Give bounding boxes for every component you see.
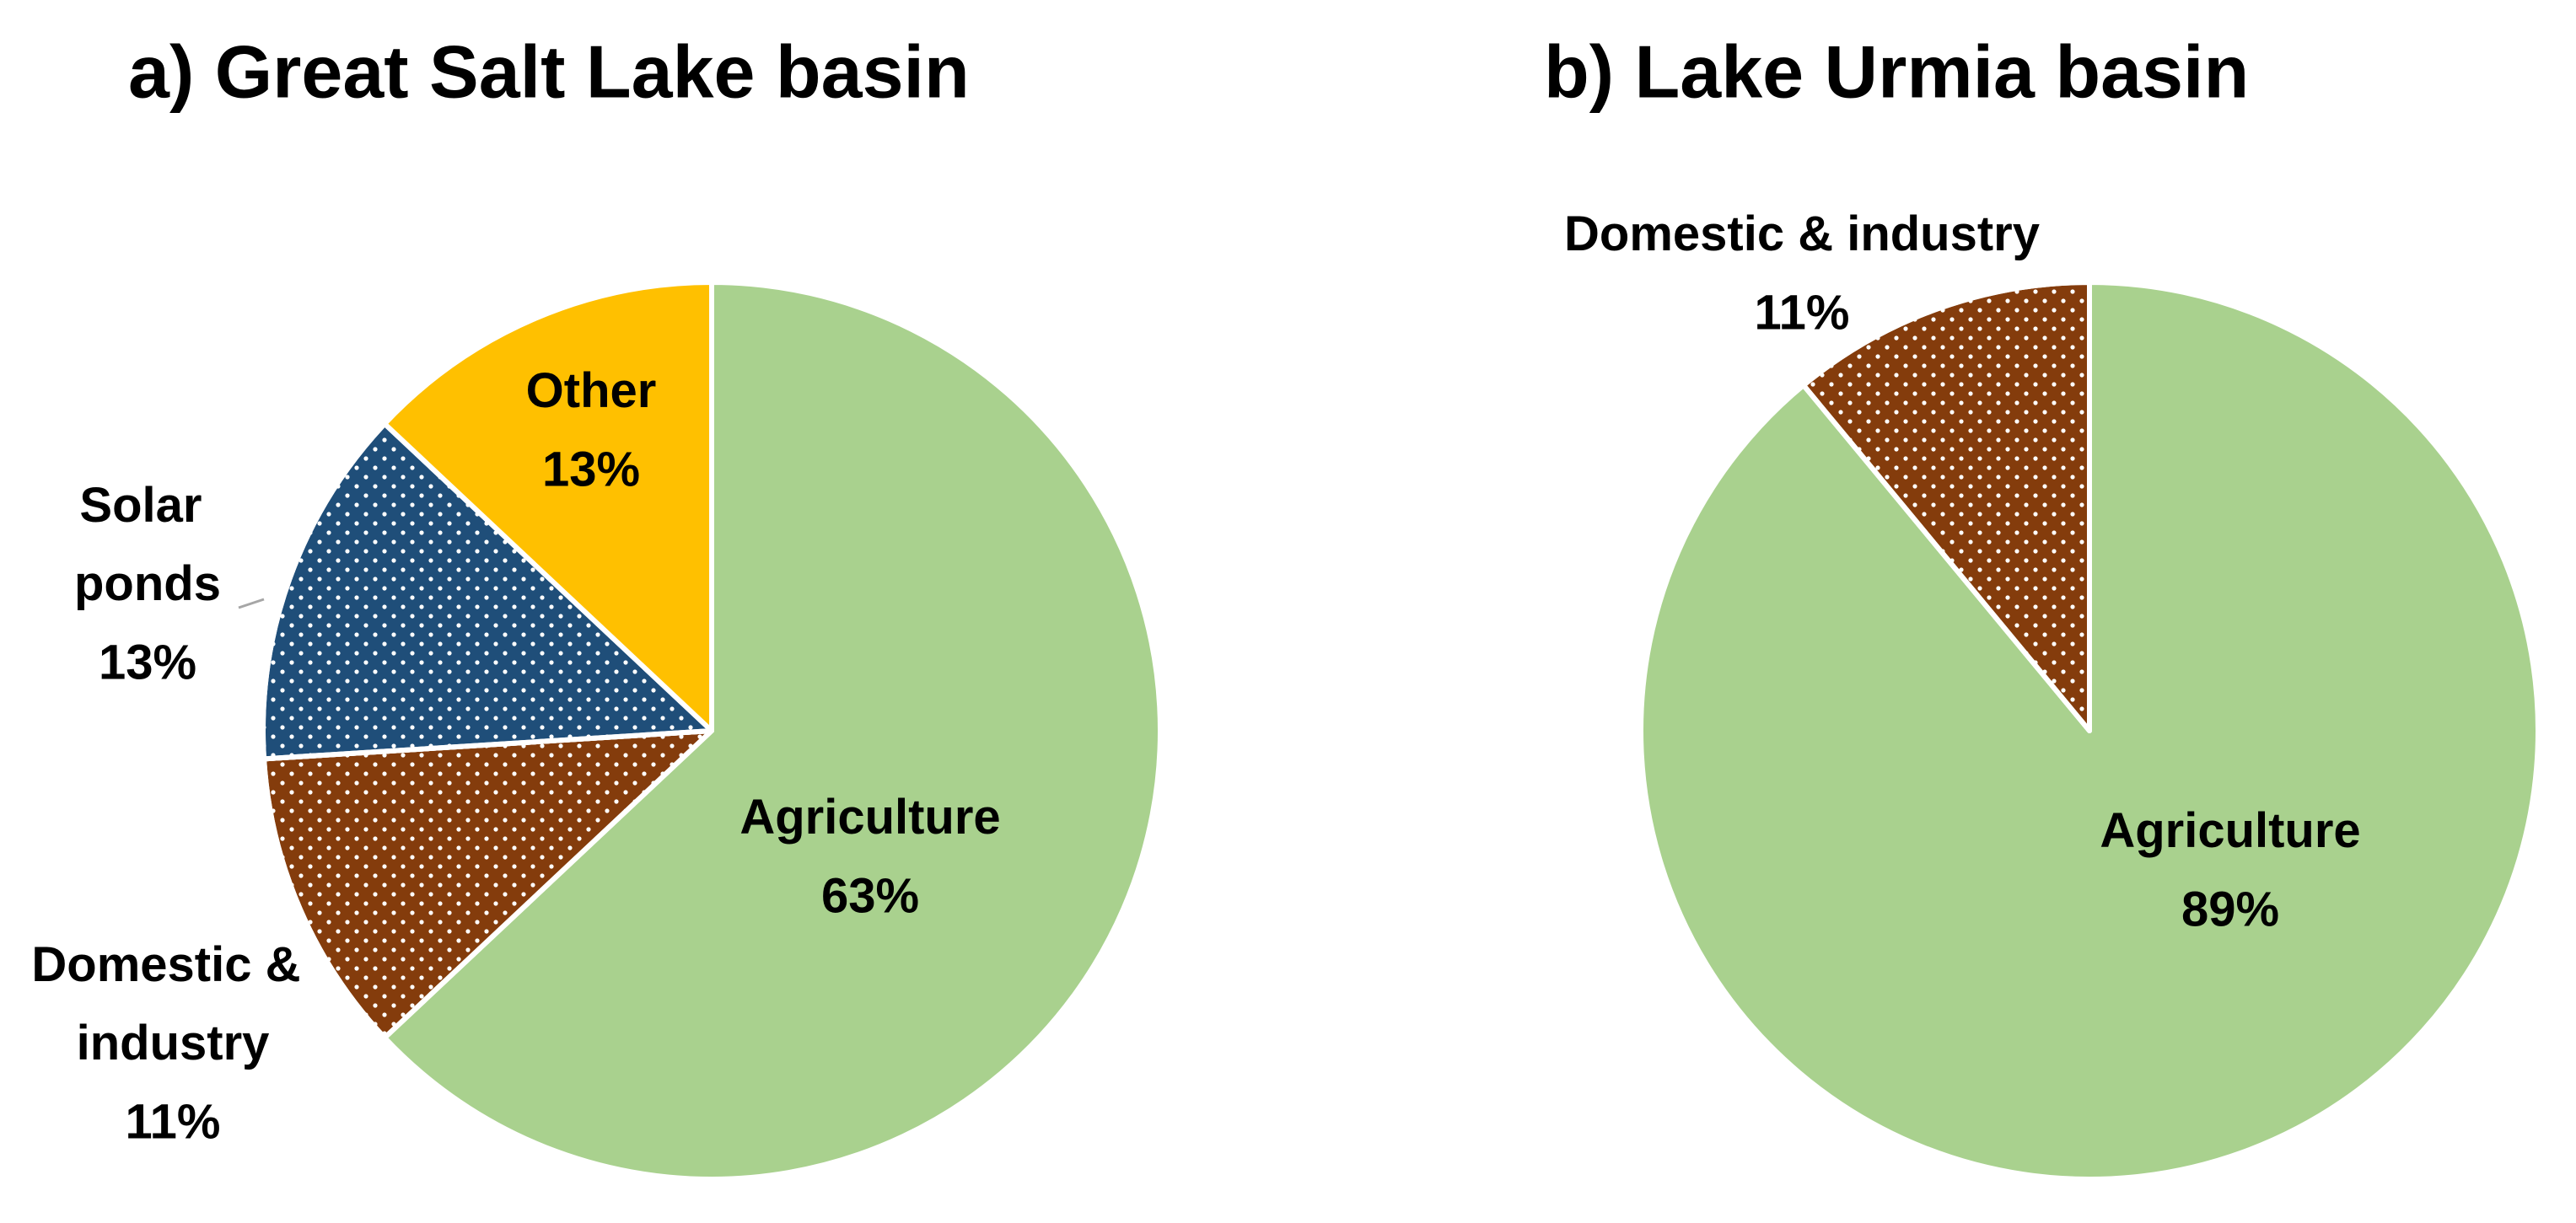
pie-slice	[382, 280, 1163, 1182]
pie-slice	[261, 728, 714, 1041]
slice-pattern	[261, 728, 714, 1041]
value-label: 11%	[126, 1094, 221, 1149]
slice-label: Domestic & industry	[31, 937, 314, 1070]
pie-slice	[1800, 280, 2092, 733]
value-label: 89%	[2181, 882, 2279, 936]
slice-label: Domestic & industry	[1564, 207, 2040, 261]
value-label: 13%	[542, 442, 640, 496]
slice-label: Other	[526, 363, 657, 418]
value-label: 63%	[821, 868, 919, 923]
slice-fill	[382, 280, 714, 733]
slice-label: Solar ponds	[74, 478, 221, 611]
slice-label: Agriculture	[2100, 803, 2360, 858]
chart-title: b) Lake Urmia basin	[1544, 30, 2249, 113]
value-label: 11%	[1755, 285, 1850, 340]
leader-line	[238, 598, 265, 609]
pie-slice	[261, 421, 714, 762]
chart-title: a) Great Salt Lake basin	[128, 30, 970, 113]
slice-label: Agriculture	[739, 790, 1000, 845]
pie-slice	[382, 280, 714, 733]
slice-pattern	[1800, 280, 2092, 733]
slice-fill	[382, 280, 1163, 1182]
slice-pattern	[261, 421, 714, 762]
value-label: 13%	[99, 635, 196, 689]
